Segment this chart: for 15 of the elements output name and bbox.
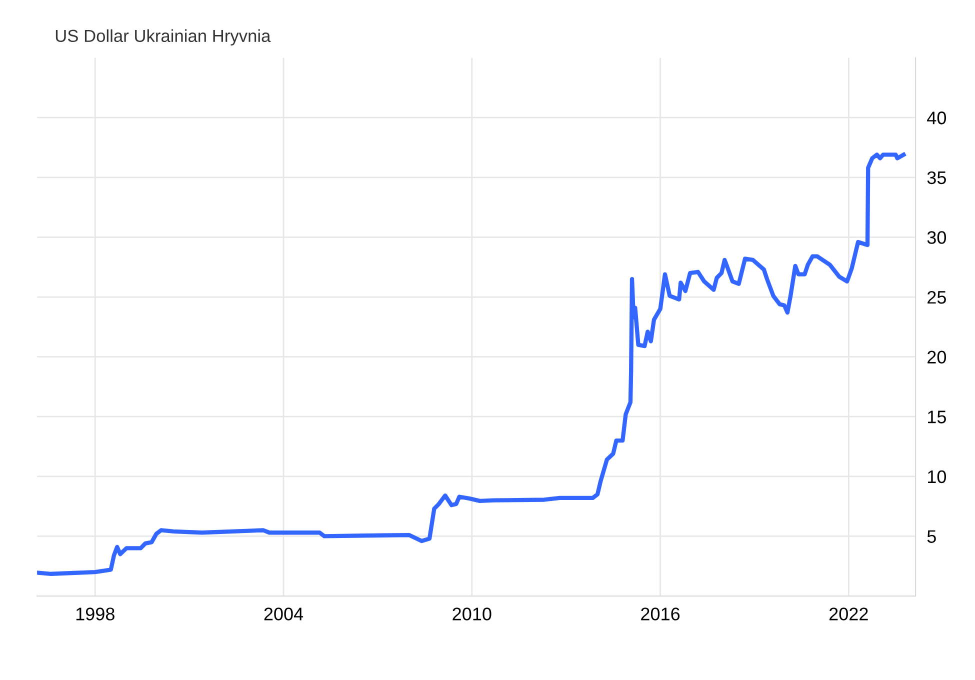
- x-tick-label: 2022: [829, 608, 868, 620]
- x-tick-label: 1998: [76, 608, 114, 620]
- y-tick-label: 20: [928, 350, 946, 364]
- y-tick-label: 10: [928, 470, 946, 484]
- x-tick-label: 2004: [264, 608, 304, 620]
- chart-title: US Dollar Ukrainian Hryvnia: [56, 29, 271, 46]
- x-tick-label: 2010: [452, 608, 492, 620]
- y-tick-label: 15: [928, 410, 946, 424]
- y-tick-label: 25: [928, 290, 946, 304]
- x-tick-label: 2016: [641, 608, 680, 620]
- y-tick-label: 30: [927, 231, 946, 244]
- y-tick-label: 5: [927, 530, 936, 543]
- y-tick-label: 40: [927, 112, 946, 124]
- y-tick-label: 35: [927, 171, 946, 184]
- line-series: [37, 152, 906, 576]
